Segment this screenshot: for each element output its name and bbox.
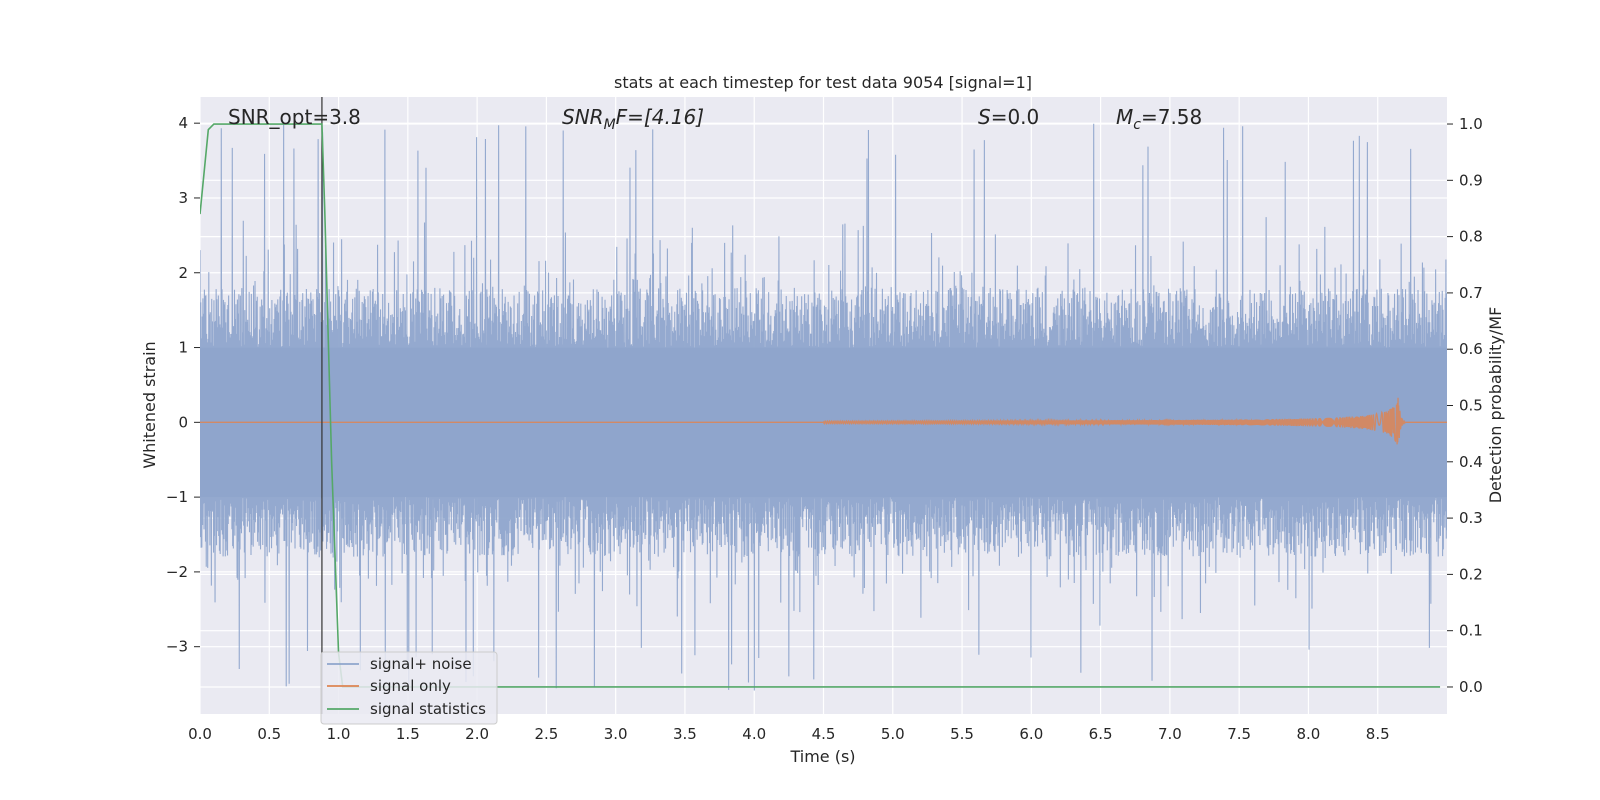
y2-tick-label: 0.3 [1459, 509, 1483, 527]
legend-box [320, 651, 498, 725]
x-tick-label: 8.5 [1366, 725, 1390, 743]
legend-label-signal-only: signal only [370, 677, 451, 695]
y2-tick-label: 0.0 [1459, 678, 1483, 696]
signal-only-series [200, 397, 1447, 445]
annotation-mc-sub: c [1133, 117, 1141, 133]
annotation-mc: Mc=7.58 [1116, 105, 1202, 133]
annotation-snr-mf-main: SNR [562, 105, 604, 129]
x-tick-label: 1.5 [396, 725, 420, 743]
annotation-mc-main: M [1116, 105, 1133, 129]
y2-tick-label: 0.2 [1459, 565, 1483, 583]
y-tick-label: −3 [166, 638, 188, 656]
y2-tick-label: 0.8 [1459, 228, 1483, 246]
x-tick-label: 7.5 [1227, 725, 1251, 743]
annotation-snr-mf-tail: F=[4.16] [616, 105, 704, 129]
x-tick-label: 5.5 [950, 725, 974, 743]
x-tick-label: 3.5 [673, 725, 697, 743]
y-tick-label: −2 [166, 563, 188, 581]
legend-label-signal-statistics: signal statistics [370, 700, 486, 718]
x-tick-label: 5.0 [881, 725, 905, 743]
y-tick-label: 2 [178, 264, 188, 282]
annotation-s-main: S [978, 105, 991, 129]
y-tick-label: −1 [166, 488, 188, 506]
x-tick-label: 0.5 [257, 725, 281, 743]
annotation-s: S=0.0 [978, 105, 1039, 129]
x-tick-label: 2.5 [534, 725, 558, 743]
annotation-snr-mf: SNRMF=[4.16] [562, 105, 704, 133]
y2-tick-label: 1.0 [1459, 115, 1483, 133]
annotation-snr-opt: SNR_opt=3.8 [228, 105, 361, 129]
annotation-snr-mf-sub: M [604, 117, 616, 133]
y-tick-label: 0 [178, 413, 188, 431]
x-tick-label: 7.0 [1158, 725, 1182, 743]
y2-tick-label: 0.6 [1459, 340, 1483, 358]
y-tick-label: 4 [178, 114, 188, 132]
x-tick-label: 0.0 [188, 725, 212, 743]
x-axis-ticks: 0.0 0.5 1.0 1.5 2.0 2.5 3.0 3.5 4.0 4.5 5.0 5.5 6.0 6… [188, 725, 1390, 743]
y-tick-label: 3 [178, 189, 188, 207]
y2-tick-label: 0.5 [1459, 397, 1483, 415]
x-tick-label: 4.0 [742, 725, 766, 743]
y2-tick-label: 0.4 [1459, 453, 1483, 471]
legend-label-signal-noise: signal+ noise [370, 655, 472, 673]
y2-tick-label: 0.9 [1459, 171, 1483, 189]
chart-title: stats at each timestep for test data 905… [614, 73, 1032, 92]
annotation-mc-tail: =7.58 [1141, 105, 1202, 129]
y-axis-ticks: 4 3 2 1 0 −1 −2 −3 [166, 114, 200, 656]
x-tick-label: 6.0 [1019, 725, 1043, 743]
x-tick-label: 8.0 [1297, 725, 1321, 743]
x-tick-label: 4.5 [812, 725, 836, 743]
legend: signal+ noise signal only signal statist… [320, 651, 498, 725]
y-axis-label: Whitened strain [140, 341, 159, 468]
signal-only-line [200, 397, 1447, 445]
annotation-s-tail: =0.0 [991, 105, 1040, 129]
y2-tick-label: 0.7 [1459, 284, 1483, 302]
x-tick-label: 3.0 [604, 725, 628, 743]
y2-axis-label: Detection probability/MF [1486, 307, 1505, 504]
y2-tick-label: 0.1 [1459, 622, 1483, 640]
y-tick-label: 1 [178, 339, 188, 357]
y2-axis-ticks: 1.0 0.9 0.8 0.7 0.6 0.5 0.4 0.3 0.2 0.1 0.0 [1447, 115, 1483, 696]
x-tick-label: 1.0 [327, 725, 351, 743]
x-tick-label: 6.5 [1089, 725, 1113, 743]
x-tick-label: 2.0 [465, 725, 489, 743]
x-axis-label: Time (s) [789, 747, 855, 766]
